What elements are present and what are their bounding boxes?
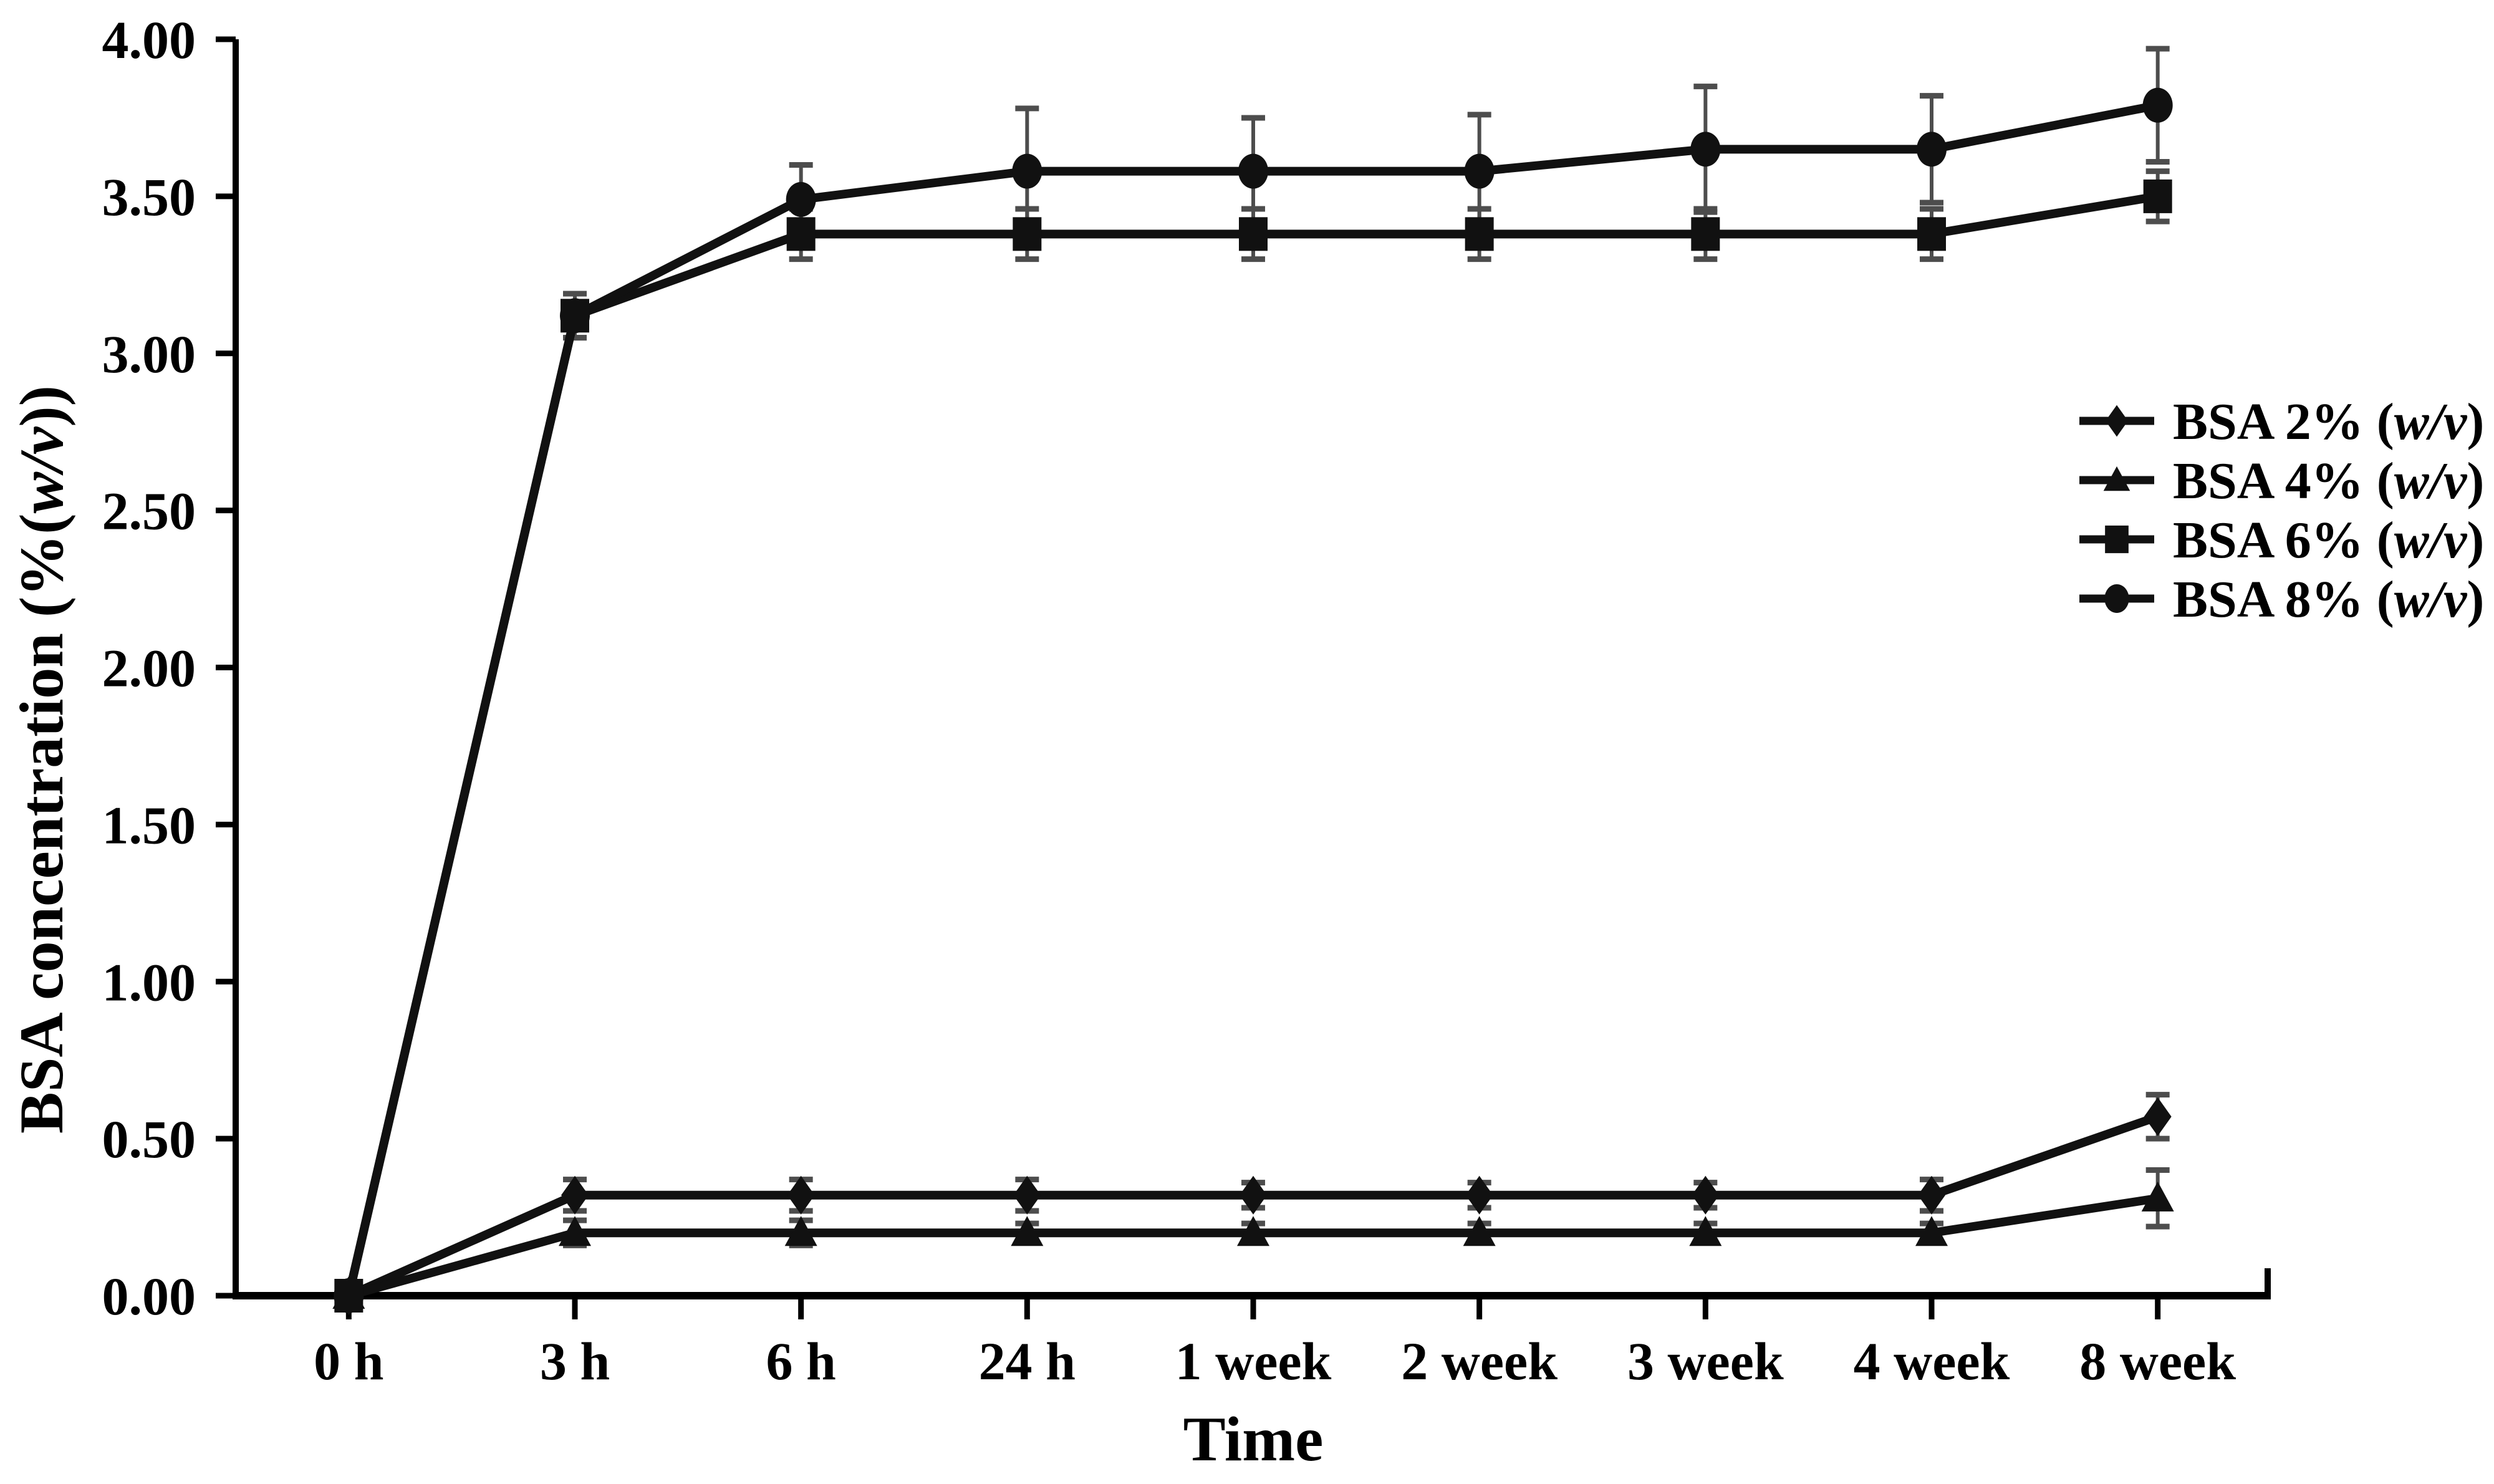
circle-marker-icon [1012, 153, 1042, 189]
square-marker-icon [1013, 217, 1042, 251]
triangle-marker-icon [559, 1216, 591, 1246]
circle-marker-icon [1238, 153, 1268, 189]
circle-marker-icon [1690, 132, 1721, 167]
circle-marker-icon [2142, 87, 2173, 123]
y-tick-label: 2.50 [102, 481, 196, 541]
y-axis-title: BSA concentration (%(w/v)) [7, 385, 76, 1134]
triangle-marker-icon [1915, 1216, 1948, 1246]
square-marker-icon [1917, 217, 1946, 251]
legend-label: BSA 8% (w/v) [2173, 571, 2484, 629]
x-tick-label: 2 week [1401, 1331, 1558, 1391]
x-tick-label: 1 week [1175, 1331, 1332, 1391]
triangle-marker-icon [2141, 1181, 2174, 1212]
circle-marker-icon [334, 1278, 364, 1313]
triangle-marker-icon [784, 1216, 817, 1246]
markers-layer [332, 87, 2174, 1315]
series-layer [344, 100, 2159, 1300]
circle-marker-icon [560, 298, 590, 334]
diamond-marker-icon [1465, 1175, 1493, 1215]
diamond-marker-icon [1692, 1175, 1720, 1215]
series-line-circle [344, 100, 2159, 1297]
y-tick-label: 1.50 [102, 795, 196, 855]
y-tick-label: 0.00 [102, 1266, 196, 1326]
circle-marker-icon [786, 181, 816, 217]
y-tick-label: 3.00 [102, 324, 196, 384]
x-axis-title: Time [1183, 1404, 1324, 1475]
diamond-marker-icon [1013, 1175, 1041, 1215]
y-tick-label: 2.00 [102, 638, 196, 698]
diamond-marker-icon [1918, 1175, 1945, 1215]
legend-entry: BSA 4% (w/v) [2079, 452, 2484, 510]
legend-label: BSA 4% (w/v) [2173, 452, 2484, 510]
y-tick-label: 0.50 [102, 1109, 196, 1169]
x-tick-label: 4 week [1854, 1331, 2010, 1391]
square-marker-icon [786, 217, 816, 251]
y-tick-label: 3.50 [102, 167, 196, 227]
triangle-marker-icon [1011, 1216, 1044, 1246]
x-tick-label: 3 h [540, 1331, 610, 1391]
x-tick-label: 0 h [314, 1331, 383, 1391]
legend-label: BSA 2% (w/v) [2173, 393, 2484, 451]
diamond-marker-icon [2144, 1097, 2172, 1136]
y-tick-label: 4.00 [102, 10, 196, 70]
triangle-marker-icon [1463, 1216, 1496, 1246]
triangle-marker-icon [1689, 1216, 1722, 1246]
legend-label: BSA 6% (w/v) [2173, 511, 2484, 569]
diamond-marker-icon [1240, 1175, 1267, 1215]
triangle-marker-icon [2103, 466, 2130, 491]
legend-entry: BSA 2% (w/v) [2079, 393, 2484, 451]
y-tick-label: 1.00 [102, 952, 196, 1012]
legend-entry: BSA 8% (w/v) [2079, 571, 2484, 629]
series-line-square [344, 191, 2159, 1297]
diamond-marker-icon [2105, 405, 2129, 437]
square-marker-icon [2105, 525, 2129, 554]
square-marker-icon [2143, 179, 2172, 213]
x-tick-label: 8 week [2079, 1331, 2236, 1391]
circle-marker-icon [2104, 584, 2129, 613]
triangle-marker-icon [1237, 1216, 1269, 1246]
x-tick-label: 24 h [979, 1331, 1076, 1391]
square-marker-icon [1239, 217, 1268, 251]
axes-layer: 0.00 0.50 1.00 1.50 2.00 2.50 3.00 3.50 4.00 0 h 3… [7, 10, 2271, 1391]
legend: BSA 2% (w/v)BSA 4% (w/v)BSA 6% (w/v)BSA … [2079, 393, 2484, 629]
x-tick-label: 3 week [1627, 1331, 1784, 1391]
circle-marker-icon [1917, 132, 1947, 167]
circle-marker-icon [1464, 153, 1495, 189]
square-marker-icon [1691, 217, 1720, 251]
diamond-marker-icon [787, 1175, 815, 1215]
diamond-marker-icon [561, 1175, 589, 1215]
x-tick-label: 6 h [766, 1331, 835, 1391]
legend-entry: BSA 6% (w/v) [2079, 511, 2484, 569]
square-marker-icon [1465, 217, 1494, 251]
